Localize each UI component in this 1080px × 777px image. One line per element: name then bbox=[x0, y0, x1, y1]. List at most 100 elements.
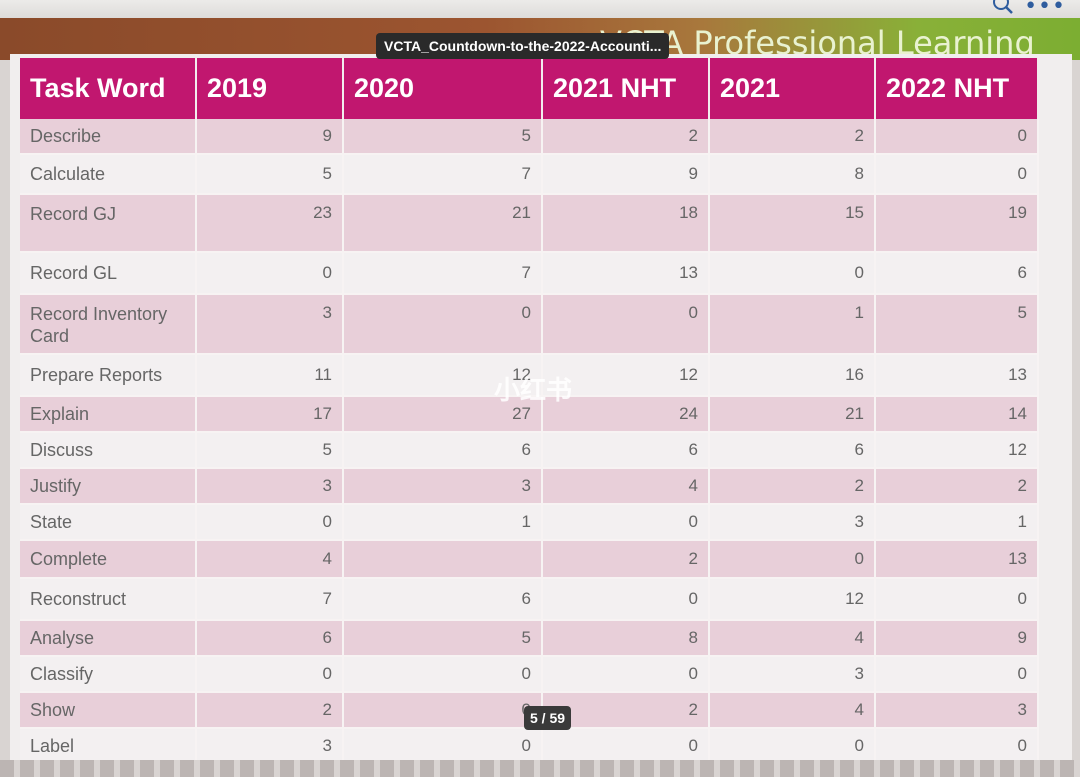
task-word-cell: State bbox=[20, 504, 197, 541]
table-row: Analyse 6 5 8 4 9 bbox=[20, 620, 1039, 657]
task-word-cell: Reconstruct bbox=[20, 578, 197, 621]
count-cell: 7 bbox=[196, 578, 344, 621]
count-cell: 17 bbox=[196, 396, 344, 433]
table-row: Record Inventory Card 3 0 0 1 5 bbox=[20, 294, 1039, 355]
count-cell: 5 bbox=[343, 119, 543, 155]
slide-thumbnail-strip[interactable] bbox=[0, 760, 1080, 777]
count-cell: 6 bbox=[196, 620, 344, 657]
count-cell: 7 bbox=[343, 252, 543, 295]
task-word-cell: Analyse bbox=[20, 620, 197, 657]
header-task-word: Task Word bbox=[20, 58, 197, 119]
count-cell: 3 bbox=[196, 294, 344, 355]
count-cell: 24 bbox=[542, 396, 710, 433]
task-word-cell: Record GL bbox=[20, 252, 197, 295]
count-cell: 9 bbox=[196, 119, 344, 155]
count-cell: 6 bbox=[343, 432, 543, 469]
count-cell: 0 bbox=[542, 728, 710, 765]
header-2021-nht: 2021 NHT bbox=[542, 58, 710, 119]
count-cell: 12 bbox=[709, 578, 876, 621]
count-cell: 2 bbox=[875, 468, 1039, 505]
count-cell: 3 bbox=[709, 656, 876, 693]
count-cell: 0 bbox=[343, 728, 543, 765]
count-cell: 6 bbox=[875, 252, 1039, 295]
count-cell: 2 bbox=[196, 692, 344, 729]
task-word-cell: Complete bbox=[20, 540, 197, 579]
table-row: Label 3 0 0 0 0 bbox=[20, 728, 1039, 765]
count-cell: 3 bbox=[709, 504, 876, 541]
count-cell: 13 bbox=[875, 540, 1039, 579]
task-word-cell: Justify bbox=[20, 468, 197, 505]
header-2020: 2020 bbox=[343, 58, 543, 119]
count-cell: 27 bbox=[343, 396, 543, 433]
count-cell: 1 bbox=[343, 504, 543, 541]
count-cell: 8 bbox=[709, 154, 876, 195]
table-row: Explain 17 27 24 21 14 bbox=[20, 396, 1039, 433]
header-2021: 2021 bbox=[709, 58, 876, 119]
task-word-cell: Record GJ bbox=[20, 194, 197, 253]
count-cell: 1 bbox=[875, 504, 1039, 541]
file-title-chip[interactable]: VCTA_Countdown-to-the-2022-Accounti... bbox=[376, 33, 670, 59]
table-row: Record GL 0 7 13 0 6 bbox=[20, 252, 1039, 295]
count-cell: 14 bbox=[875, 396, 1039, 433]
count-cell: 9 bbox=[542, 154, 710, 195]
count-cell: 0 bbox=[196, 656, 344, 693]
count-cell: 5 bbox=[196, 154, 344, 195]
table-header-row: Task Word 2019 2020 2021 NHT 2021 2022 N… bbox=[20, 58, 1039, 119]
count-cell: 15 bbox=[709, 194, 876, 253]
count-cell: 2 bbox=[709, 119, 876, 155]
count-cell: 21 bbox=[343, 194, 543, 253]
table-row: Discuss 5 6 6 6 12 bbox=[20, 432, 1039, 469]
table-row: Record GJ 23 21 18 15 19 bbox=[20, 194, 1039, 253]
count-cell: 0 bbox=[709, 540, 876, 579]
count-cell: 0 bbox=[343, 656, 543, 693]
viewer-top-bar: ••• bbox=[0, 0, 1080, 20]
header-2022-nht: 2022 NHT bbox=[875, 58, 1039, 119]
count-cell: 12 bbox=[875, 432, 1039, 469]
count-cell: 0 bbox=[875, 656, 1039, 693]
count-cell: 0 bbox=[709, 728, 876, 765]
count-cell: 16 bbox=[709, 354, 876, 397]
count-cell: 0 bbox=[875, 728, 1039, 765]
count-cell: 13 bbox=[875, 354, 1039, 397]
table-row: Complete 4 2 0 13 bbox=[20, 540, 1039, 579]
count-cell: 3 bbox=[343, 468, 543, 505]
search-icon[interactable] bbox=[992, 0, 1014, 14]
table-row: Classify 0 0 0 3 0 bbox=[20, 656, 1039, 693]
table-row: Show 2 0 2 4 3 bbox=[20, 692, 1039, 729]
count-cell: 0 bbox=[196, 504, 344, 541]
more-options-icon[interactable]: ••• bbox=[1024, 0, 1066, 19]
count-cell: 4 bbox=[709, 692, 876, 729]
count-cell: 5 bbox=[875, 294, 1039, 355]
task-word-cell: Describe bbox=[20, 119, 197, 155]
count-cell: 12 bbox=[542, 354, 710, 397]
count-cell bbox=[343, 540, 543, 579]
count-cell: 0 bbox=[875, 119, 1039, 155]
count-cell: 4 bbox=[196, 540, 344, 579]
count-cell: 0 bbox=[343, 294, 543, 355]
count-cell: 1 bbox=[709, 294, 876, 355]
table-row: State 0 1 0 3 1 bbox=[20, 504, 1039, 541]
count-cell: 7 bbox=[343, 154, 543, 195]
count-cell: 0 bbox=[709, 252, 876, 295]
count-cell: 5 bbox=[196, 432, 344, 469]
count-cell: 3 bbox=[196, 468, 344, 505]
count-cell: 21 bbox=[709, 396, 876, 433]
task-word-cell: Prepare Reports bbox=[20, 354, 197, 397]
count-cell: 0 bbox=[542, 656, 710, 693]
count-cell: 8 bbox=[542, 620, 710, 657]
count-cell: 2 bbox=[709, 468, 876, 505]
count-cell: 4 bbox=[542, 468, 710, 505]
count-cell: 0 bbox=[196, 252, 344, 295]
task-word-cell: Calculate bbox=[20, 154, 197, 195]
table-row: Reconstruct 7 6 0 12 0 bbox=[20, 578, 1039, 621]
count-cell: 2 bbox=[542, 540, 710, 579]
count-cell: 11 bbox=[196, 354, 344, 397]
count-cell: 3 bbox=[196, 728, 344, 765]
count-cell: 0 bbox=[542, 578, 710, 621]
count-cell: 3 bbox=[875, 692, 1039, 729]
count-cell: 0 bbox=[542, 294, 710, 355]
count-cell: 6 bbox=[542, 432, 710, 469]
count-cell: 12 bbox=[343, 354, 543, 397]
count-cell: 0 bbox=[875, 578, 1039, 621]
count-cell: 18 bbox=[542, 194, 710, 253]
